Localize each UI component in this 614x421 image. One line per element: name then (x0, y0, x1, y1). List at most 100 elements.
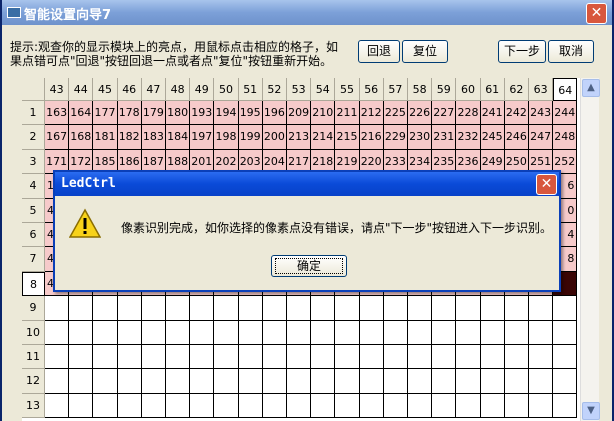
grid-cell[interactable] (359, 320, 384, 345)
scroll-up[interactable]: ▲ (582, 79, 600, 97)
grid-cell[interactable] (141, 369, 166, 394)
grid-cell[interactable] (262, 369, 287, 394)
grid-cell[interactable] (69, 369, 94, 394)
grid-cell[interactable] (529, 345, 554, 370)
grid-cell[interactable] (383, 393, 408, 419)
grid-cell[interactable] (166, 345, 191, 370)
grid-cell[interactable] (45, 320, 70, 345)
grid-cell[interactable] (529, 369, 554, 394)
grid-cell[interactable] (456, 320, 481, 345)
grid-cell[interactable]: 184 (166, 125, 191, 150)
grid-cell[interactable] (408, 369, 433, 394)
grid-cell[interactable] (383, 320, 408, 345)
grid-cell[interactable] (287, 345, 312, 370)
grid-cell[interactable] (480, 320, 505, 345)
grid-cell[interactable] (456, 345, 481, 370)
grid-cell[interactable]: 248 (553, 125, 578, 150)
grid-cell[interactable]: 242 (504, 101, 529, 126)
grid-cell[interactable]: 231 (432, 125, 457, 150)
grid-cell[interactable] (335, 345, 360, 370)
grid-cell[interactable] (141, 345, 166, 370)
grid-cell[interactable] (262, 345, 287, 370)
grid-cell[interactable] (117, 296, 142, 321)
grid-cell[interactable] (45, 369, 70, 394)
grid-cell[interactable]: 183 (141, 125, 166, 150)
grid-cell[interactable] (432, 320, 457, 345)
grid-cell[interactable] (480, 345, 505, 370)
grid-cell[interactable] (311, 345, 336, 370)
grid-cell[interactable]: 163 (45, 101, 70, 126)
grid-cell[interactable] (262, 296, 287, 321)
grid-cell[interactable]: 167 (45, 125, 70, 150)
grid-cell[interactable]: 214 (311, 125, 336, 150)
grid-cell[interactable] (311, 320, 336, 345)
grid-cell[interactable]: 212 (359, 101, 384, 126)
grid-cell[interactable] (69, 296, 94, 321)
grid-cell[interactable] (166, 369, 191, 394)
grid-cell[interactable] (287, 296, 312, 321)
grid-cell[interactable] (408, 296, 433, 321)
grid-cell[interactable] (408, 393, 433, 419)
grid-cell[interactable] (141, 296, 166, 321)
grid-cell[interactable]: 195 (238, 101, 263, 126)
grid-cell[interactable]: 200 (262, 125, 287, 150)
grid-cell[interactable] (529, 393, 554, 419)
grid-cell[interactable] (166, 393, 191, 419)
grid-cell[interactable] (553, 369, 578, 394)
grid-cell[interactable]: 215 (335, 125, 360, 150)
grid-cell[interactable] (190, 320, 215, 345)
grid-cell[interactable] (553, 345, 578, 370)
grid-cell[interactable]: 247 (529, 125, 554, 150)
grid-cell[interactable] (214, 320, 239, 345)
grid-cell[interactable] (214, 345, 239, 370)
grid-cell[interactable] (190, 296, 215, 321)
grid-cell[interactable]: 193 (190, 101, 215, 126)
grid-cell[interactable] (93, 296, 118, 321)
grid-cell[interactable] (432, 296, 457, 321)
grid-cell[interactable] (214, 296, 239, 321)
grid-cell[interactable] (335, 393, 360, 419)
grid-cell[interactable] (117, 345, 142, 370)
grid-cell[interactable] (383, 296, 408, 321)
grid-cell[interactable] (480, 296, 505, 321)
grid-cell[interactable] (311, 393, 336, 419)
grid-cell[interactable] (359, 296, 384, 321)
grid-cell[interactable] (335, 320, 360, 345)
grid-cell[interactable]: 182 (117, 125, 142, 150)
grid-cell[interactable]: 168 (69, 125, 94, 150)
grid-cell[interactable]: 180 (166, 101, 191, 126)
grid-cell[interactable]: 245 (480, 125, 505, 150)
back-button[interactable]: 回退 (358, 40, 400, 63)
grid-cell[interactable] (553, 393, 578, 419)
grid-cell[interactable] (553, 296, 578, 321)
dialog-close[interactable]: ✕ (536, 174, 557, 195)
grid-cell[interactable] (45, 393, 70, 419)
grid-cell[interactable]: 229 (383, 125, 408, 150)
grid-cell[interactable]: 197 (190, 125, 215, 150)
grid-cell[interactable] (287, 369, 312, 394)
ok-button[interactable]: 确定 (271, 255, 347, 277)
grid-cell[interactable] (190, 393, 215, 419)
cancel-button[interactable]: 取消 (548, 40, 594, 63)
grid-cell[interactable] (262, 393, 287, 419)
grid-cell[interactable] (504, 320, 529, 345)
grid-cell[interactable] (432, 345, 457, 370)
grid-cell[interactable] (45, 296, 70, 321)
grid-cell[interactable] (117, 393, 142, 419)
grid-cell[interactable] (504, 393, 529, 419)
grid-cell[interactable] (141, 320, 166, 345)
grid-cell[interactable] (553, 320, 578, 345)
grid-cell[interactable] (45, 345, 70, 370)
grid-cell[interactable] (432, 369, 457, 394)
grid-cell[interactable] (287, 320, 312, 345)
grid-cell[interactable]: 210 (311, 101, 336, 126)
grid-cell[interactable] (190, 369, 215, 394)
grid-cell[interactable] (359, 369, 384, 394)
grid-cell[interactable]: 232 (456, 125, 481, 150)
grid-cell[interactable] (432, 393, 457, 419)
grid-cell[interactable] (238, 345, 263, 370)
grid-cell[interactable]: 177 (93, 101, 118, 126)
grid-cell[interactable] (359, 393, 384, 419)
grid-cell[interactable] (69, 345, 94, 370)
grid-cell[interactable]: 244 (553, 101, 578, 126)
